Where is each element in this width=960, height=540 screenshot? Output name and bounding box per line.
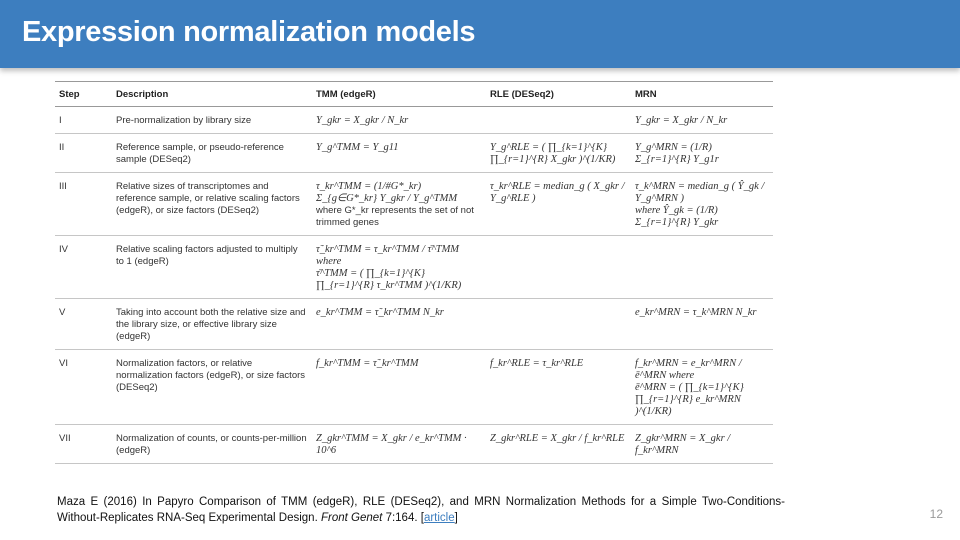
- table-row: IV Relative scaling factors adjusted to …: [55, 235, 773, 299]
- table-header-row: Step Description TMM (edgeR) RLE (DESeq2…: [55, 81, 773, 107]
- description-cell: Taking into account both the relative si…: [112, 298, 312, 350]
- step-cell: I: [55, 106, 112, 134]
- formula-note: where Ŷ_gk = (1/R) Σ_{r=1}^{R} Y_gkr: [635, 205, 719, 228]
- table-row: VI Normalization factors, or relative no…: [55, 349, 773, 425]
- mrn-formula: f_kr^MRN = e_kr^MRN / ē^MRN where ē^MRN …: [631, 349, 773, 425]
- formula-line: τ_kr^TMM = (1/#G*_kr) Σ_{g∈G*_kr} Y_gkr …: [316, 181, 458, 204]
- rle-formula: τ_kr^RLE = median_g ( X_gkr / Y_g^RLE ): [486, 172, 631, 236]
- formula-line: f_kr^TMM = τ̃_kr^TMM: [316, 358, 419, 369]
- formula-line: Y_g^TMM = Y_g11: [316, 142, 399, 153]
- description-cell: Normalization factors, or relative norma…: [112, 349, 312, 425]
- formula-line: τ_kr^RLE = median_g ( X_gkr / Y_g^RLE ): [490, 181, 625, 204]
- description-cell: Relative sizes of transcriptomes and ref…: [112, 172, 312, 236]
- table-row: II Reference sample, or pseudo-reference…: [55, 133, 773, 173]
- mrn-formula: [631, 235, 773, 299]
- header-mrn: MRN: [631, 81, 773, 107]
- table-row: III Relative sizes of transcriptomes and…: [55, 172, 773, 236]
- table-row: I Pre-normalization by library size Y_gk…: [55, 106, 773, 134]
- tmm-formula: τ_kr^TMM = (1/#G*_kr) Σ_{g∈G*_kr} Y_gkr …: [312, 172, 486, 236]
- description-cell: Relative scaling factors adjusted to mul…: [112, 235, 312, 299]
- step-cell: III: [55, 172, 112, 236]
- formula-line: Z_gkr^MRN = X_gkr / f_kr^MRN: [635, 433, 731, 456]
- tmm-formula: e_kr^TMM = τ̃_kr^TMM N_kr: [312, 298, 486, 350]
- rle-formula: f_kr^RLE = τ_kr^RLE: [486, 349, 631, 425]
- rle-formula: Y_g^RLE = ( ∏_{k=1}^{K} ∏_{r=1}^{R} X_gk…: [486, 133, 631, 173]
- citation-text: Maza E (2016) In Papyro Comparison of TM…: [57, 496, 785, 524]
- tmm-formula: Y_g^TMM = Y_g11: [312, 133, 486, 173]
- header-tmm: TMM (edgeR): [312, 81, 486, 107]
- slide-title: Expression normalization models: [22, 16, 476, 48]
- tmm-formula: Z_gkr^TMM = X_gkr / e_kr^TMM · 10^6: [312, 424, 486, 464]
- formula-line: e_kr^MRN = τ_k^MRN N_kr: [635, 307, 757, 318]
- formula-line: Z_gkr^RLE = X_gkr / f_kr^RLE: [490, 433, 625, 444]
- table-row: VII Normalization of counts, or counts-p…: [55, 424, 773, 464]
- rle-formula: [486, 298, 631, 350]
- mrn-formula: Y_gkr = X_gkr / N_kr: [631, 106, 773, 134]
- slide-number: 12: [929, 507, 943, 521]
- citation: Maza E (2016) In Papyro Comparison of TM…: [57, 494, 785, 526]
- tmm-formula: Y_gkr = X_gkr / N_kr: [312, 106, 486, 134]
- formula-line: Y_g^RLE = ( ∏_{k=1}^{K} ∏_{r=1}^{R} X_gk…: [490, 142, 616, 165]
- formula-line: Z_gkr^TMM = X_gkr / e_kr^TMM · 10^6: [316, 433, 467, 456]
- formula-note: where G*_kr represents the set of not tr…: [316, 205, 474, 228]
- formula-line: ē^MRN = ( ∏_{k=1}^{K} ∏_{r=1}^{R} e_kr^M…: [635, 382, 744, 417]
- tmm-formula: f_kr^TMM = τ̃_kr^TMM: [312, 349, 486, 425]
- header-description: Description: [112, 81, 312, 107]
- step-cell: VI: [55, 349, 112, 425]
- citation-volume: 7:164. [: [385, 512, 424, 524]
- description-cell: Reference sample, or pseudo-reference sa…: [112, 133, 312, 173]
- rle-formula: [486, 235, 631, 299]
- description-cell: Pre-normalization by library size: [112, 106, 312, 134]
- formula-line: f_kr^MRN = e_kr^MRN / ē^MRN where: [635, 358, 742, 381]
- mrn-formula: Y_g^MRN = (1/R) Σ_{r=1}^{R} Y_g1r: [631, 133, 773, 173]
- header-step: Step: [55, 81, 112, 107]
- article-link[interactable]: article: [423, 512, 455, 524]
- formula-line: τ_k^MRN = median_g ( Ŷ_gk / Y_g^MRN ): [635, 181, 765, 204]
- description-cell: Normalization of counts, or counts-per-m…: [112, 424, 312, 464]
- formula-line: Y_gkr = X_gkr / N_kr: [316, 115, 409, 126]
- formula-line: Y_g^MRN = (1/R) Σ_{r=1}^{R} Y_g1r: [635, 142, 719, 165]
- step-cell: V: [55, 298, 112, 350]
- formula-line: τ̃_kr^TMM = τ_kr^TMM / τ̄^TMM where: [316, 244, 460, 267]
- step-cell: IV: [55, 235, 112, 299]
- mrn-formula: Z_gkr^MRN = X_gkr / f_kr^MRN: [631, 424, 773, 464]
- mrn-formula: e_kr^MRN = τ_k^MRN N_kr: [631, 298, 773, 350]
- citation-closing: ]: [454, 512, 458, 524]
- rle-formula: Z_gkr^RLE = X_gkr / f_kr^RLE: [486, 424, 631, 464]
- title-bar: Expression normalization models: [0, 0, 960, 68]
- step-cell: II: [55, 133, 112, 173]
- citation-journal: Front Genet: [320, 512, 383, 524]
- tmm-formula: τ̃_kr^TMM = τ_kr^TMM / τ̄^TMM where τ̄^T…: [312, 235, 486, 299]
- step-cell: VII: [55, 424, 112, 464]
- normalization-table: Step Description TMM (edgeR) RLE (DESeq2…: [55, 81, 773, 464]
- formula-line: τ̄^TMM = ( ∏_{k=1}^{K} ∏_{r=1}^{R} τ_kr^…: [316, 268, 462, 291]
- formula-line: f_kr^RLE = τ_kr^RLE: [490, 358, 584, 369]
- header-rle: RLE (DESeq2): [486, 81, 631, 107]
- mrn-formula: τ_k^MRN = median_g ( Ŷ_gk / Y_g^MRN ) wh…: [631, 172, 773, 236]
- formula-line: Y_gkr = X_gkr / N_kr: [635, 115, 728, 126]
- rle-formula: [486, 106, 631, 134]
- formula-line: e_kr^TMM = τ̃_kr^TMM N_kr: [316, 307, 444, 318]
- table-row: V Taking into account both the relative …: [55, 298, 773, 350]
